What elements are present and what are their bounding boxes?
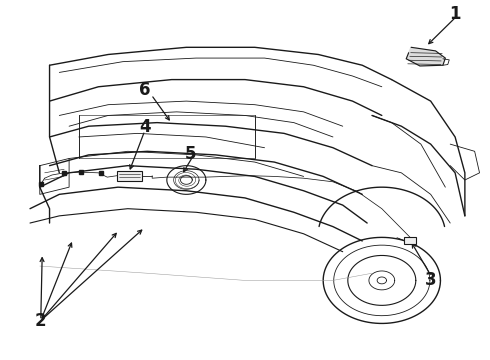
Polygon shape bbox=[406, 47, 445, 66]
Bar bbox=[117, 171, 143, 181]
Bar bbox=[404, 237, 416, 244]
Text: 6: 6 bbox=[139, 81, 150, 99]
Text: 4: 4 bbox=[139, 118, 150, 136]
Text: 1: 1 bbox=[449, 5, 461, 23]
Text: 5: 5 bbox=[185, 145, 196, 163]
Text: 2: 2 bbox=[35, 311, 47, 329]
Text: 3: 3 bbox=[425, 271, 437, 289]
